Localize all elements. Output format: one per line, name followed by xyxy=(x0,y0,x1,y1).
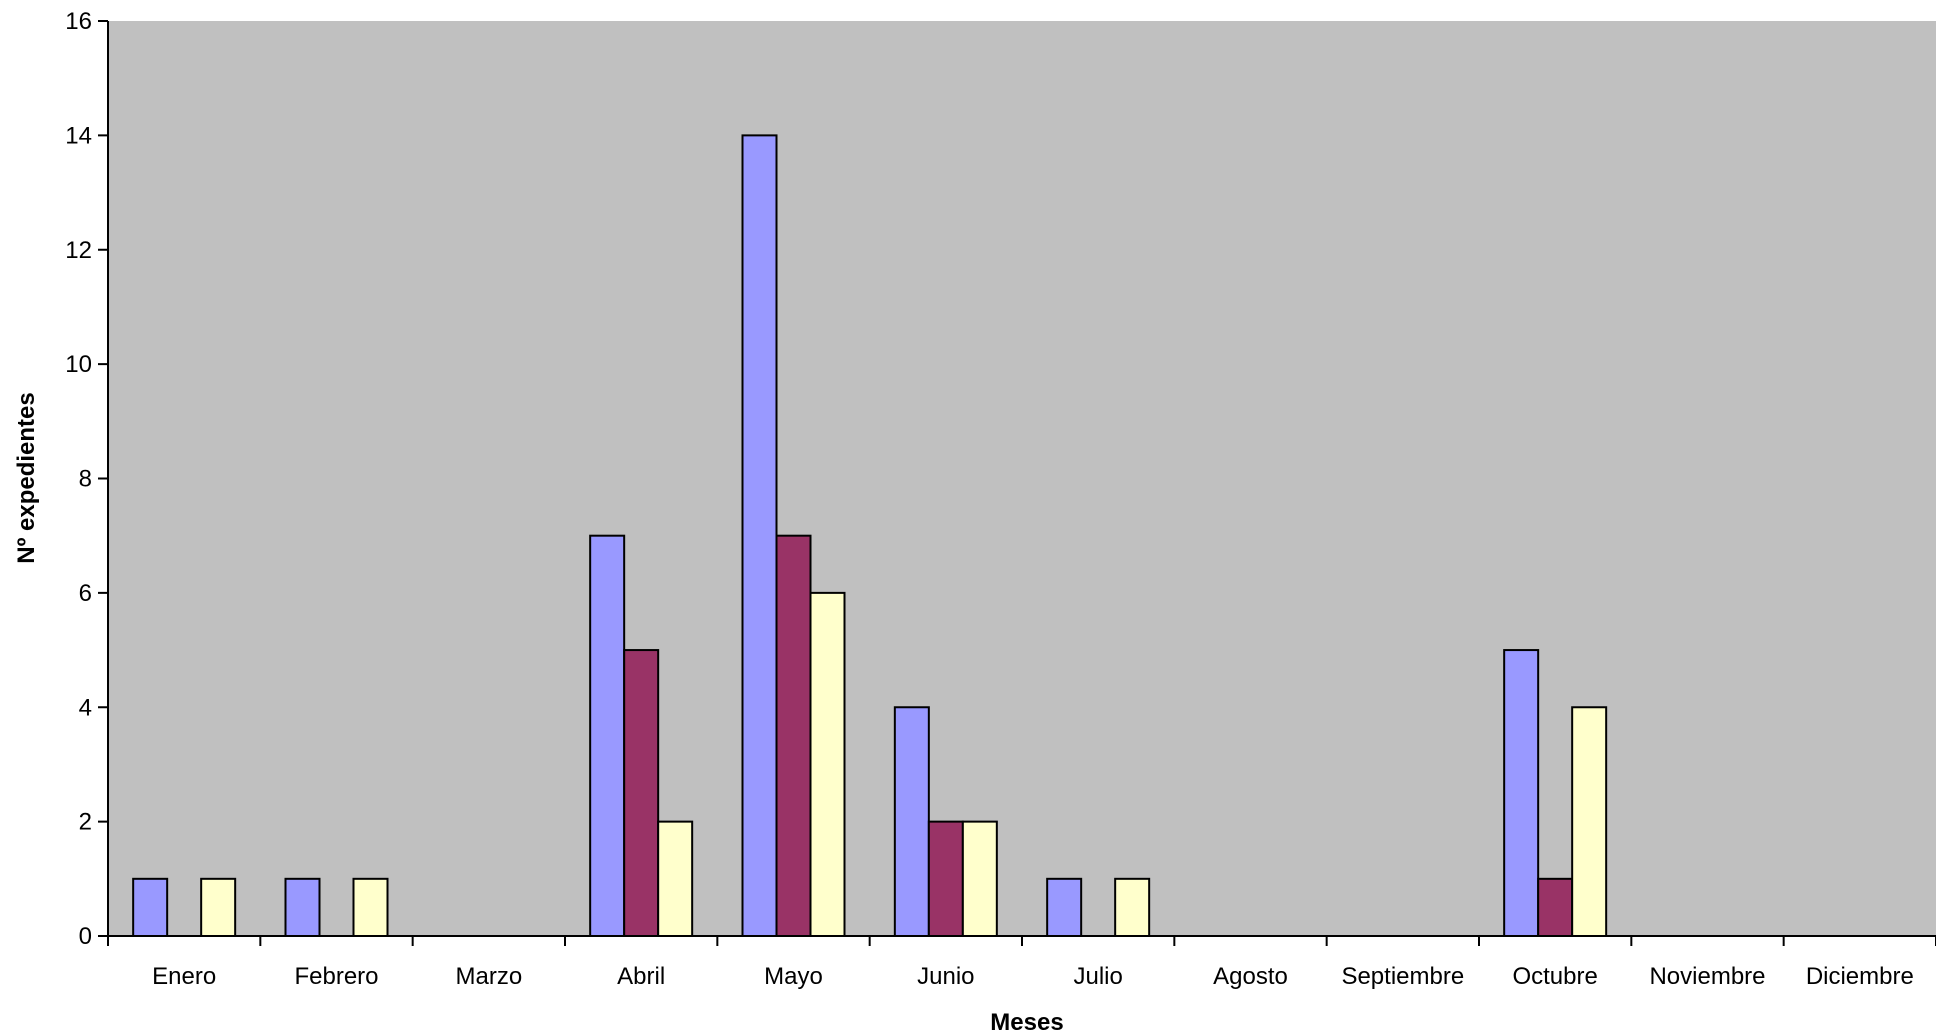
bar-octubre-series-2 xyxy=(1537,877,1574,937)
x-tick-label: Abril xyxy=(617,963,665,990)
y-tick-label: 4 xyxy=(79,694,92,721)
bar-abril-series-3 xyxy=(657,820,694,937)
bar-junio-series-1 xyxy=(893,706,930,937)
bar-julio-series-1 xyxy=(1046,877,1083,937)
bar-febrero-series-3 xyxy=(352,877,389,937)
y-tick-label: 16 xyxy=(65,8,92,35)
x-tick-label: Febrero xyxy=(294,963,378,990)
x-tick-label: Julio xyxy=(1073,963,1122,990)
bar-febrero-series-1 xyxy=(284,877,321,937)
bar-octubre-series-1 xyxy=(1503,649,1540,937)
y-tick-label: 14 xyxy=(65,122,92,149)
x-axis-ticks: Enero Febrero Marzo Abril Mayo Junio Julio Agos… xyxy=(107,936,1936,990)
bar-abril-series-1 xyxy=(589,534,626,937)
x-tick-label: Junio xyxy=(917,963,974,990)
bars-group xyxy=(132,134,1608,937)
bar-mayo-series-2 xyxy=(775,534,812,937)
bar-mayo-series-3 xyxy=(809,591,846,937)
x-tick-label: Septiembre xyxy=(1341,963,1464,990)
x-tick-label: Mayo xyxy=(764,963,823,990)
bar-julio-series-3 xyxy=(1114,877,1151,937)
bar-junio-series-2 xyxy=(927,820,964,937)
y-tick-label: 0 xyxy=(79,923,92,950)
y-tick-label: 6 xyxy=(79,580,92,607)
bar-octubre-series-3 xyxy=(1571,706,1608,937)
x-tick-label: Marzo xyxy=(455,963,522,990)
bar-mayo-series-1 xyxy=(741,134,778,937)
x-tick-label: Noviembre xyxy=(1649,963,1765,990)
bar-junio-series-3 xyxy=(961,820,998,937)
x-axis-title: Meses xyxy=(990,1009,1063,1034)
y-axis-title: Nº expedientes xyxy=(13,392,40,564)
x-tick-label: Octubre xyxy=(1512,963,1597,990)
x-tick-label: Enero xyxy=(152,963,216,990)
y-tick-label: 2 xyxy=(79,809,92,836)
bar-enero-series-1 xyxy=(132,877,169,937)
plot-area xyxy=(108,21,1936,936)
y-tick-label: 10 xyxy=(65,351,92,378)
x-tick-label: Agosto xyxy=(1213,963,1288,990)
bar-abril-series-2 xyxy=(623,649,660,937)
x-tick-label: Diciembre xyxy=(1806,963,1914,990)
bar-enero-series-3 xyxy=(200,877,237,937)
y-tick-label: 8 xyxy=(79,466,92,493)
y-tick-label: 12 xyxy=(65,237,92,264)
y-axis-ticks: 0 2 4 6 8 10 12 14 16 xyxy=(65,8,108,950)
